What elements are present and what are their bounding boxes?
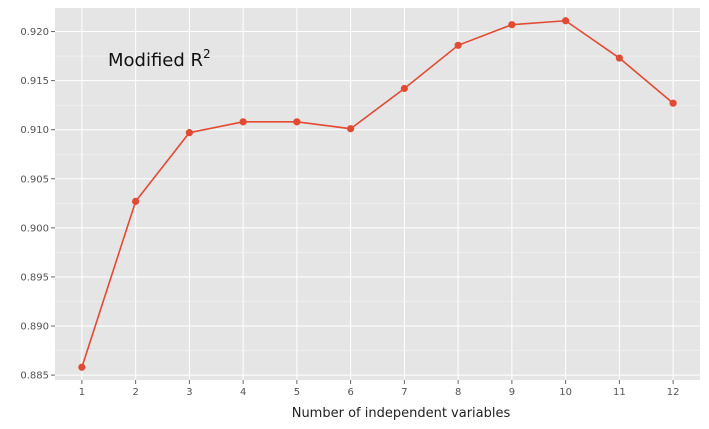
- y-tick-label: 0.910: [20, 125, 49, 136]
- series-line-layer: [81, 19, 674, 368]
- x-tick-label: 8: [455, 387, 461, 398]
- x-tick-label: 1: [79, 387, 85, 398]
- y-tick-label: 0.920: [20, 27, 49, 38]
- data-point: [78, 363, 86, 371]
- plot-background: [55, 8, 700, 380]
- x-tick-label: 9: [509, 387, 515, 398]
- data-point: [615, 54, 623, 62]
- x-tick-label: 3: [186, 387, 192, 398]
- data-point: [293, 118, 301, 126]
- data-point: [454, 41, 462, 49]
- data-point: [669, 99, 677, 107]
- series-line: [81, 19, 674, 368]
- y-axis-ticks: 0.885 0.890 0.895 0.900 0.905 0.910 0.915 0.920: [20, 27, 55, 382]
- x-tick-label: 6: [347, 387, 353, 398]
- chart-annotation: Modified R2: [108, 47, 211, 71]
- y-tick-label: 0.885: [20, 371, 49, 382]
- data-point: [508, 21, 516, 29]
- x-tick-label: 12: [667, 387, 680, 398]
- y-tick-label: 0.890: [20, 322, 49, 333]
- x-axis-ticks: 1 2 3 4 5 6 7 8 9 10 11 12: [79, 380, 680, 398]
- y-tick-label: 0.895: [20, 272, 49, 283]
- data-point: [562, 17, 570, 25]
- x-tick-label: 11: [613, 387, 626, 398]
- annotation-text: Modified R: [108, 50, 203, 71]
- x-tick-label: 10: [559, 387, 572, 398]
- x-tick-label: 7: [401, 387, 407, 398]
- data-point: [400, 84, 408, 93]
- x-axis-title: Number of independent variables: [292, 406, 511, 421]
- y-tick-label: 0.900: [20, 223, 49, 234]
- data-point: [132, 197, 140, 205]
- y-tick-label: 0.905: [20, 174, 49, 185]
- y-tick-label: 0.915: [20, 76, 49, 87]
- gridlines: [55, 8, 700, 380]
- x-tick-label: 5: [294, 387, 300, 398]
- data-point: [239, 118, 247, 126]
- data-points: [78, 17, 677, 371]
- x-tick-label: 4: [240, 387, 246, 398]
- data-point: [347, 125, 355, 133]
- annotation-superscript: 2: [203, 47, 211, 61]
- data-point: [185, 129, 193, 137]
- x-tick-label: 2: [132, 387, 138, 398]
